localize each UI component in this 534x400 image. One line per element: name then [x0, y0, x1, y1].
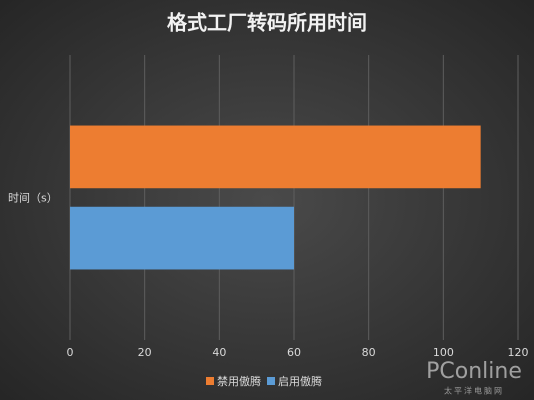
x-tick-label: 120	[508, 346, 529, 359]
legend-swatch	[267, 377, 275, 385]
y-tick-label: 时间（s）	[8, 192, 58, 205]
legend-label: 启用傲腾	[278, 374, 322, 388]
watermark: PConline	[426, 359, 522, 384]
chart-title: 格式工厂转码所用时间	[167, 11, 367, 35]
x-tick-label: 60	[287, 346, 301, 359]
legend-label: 禁用傲腾	[217, 374, 261, 388]
x-tick-label: 40	[212, 346, 226, 359]
x-tick-label: 80	[362, 346, 376, 359]
x-tick-label: 20	[138, 346, 152, 359]
legend-swatch	[206, 377, 214, 385]
bar	[70, 206, 294, 270]
watermark-sub: 太平洋电脑网	[444, 386, 504, 396]
x-tick-label: 100	[433, 346, 454, 359]
x-tick-label: 0	[67, 346, 74, 359]
bar	[70, 125, 481, 189]
